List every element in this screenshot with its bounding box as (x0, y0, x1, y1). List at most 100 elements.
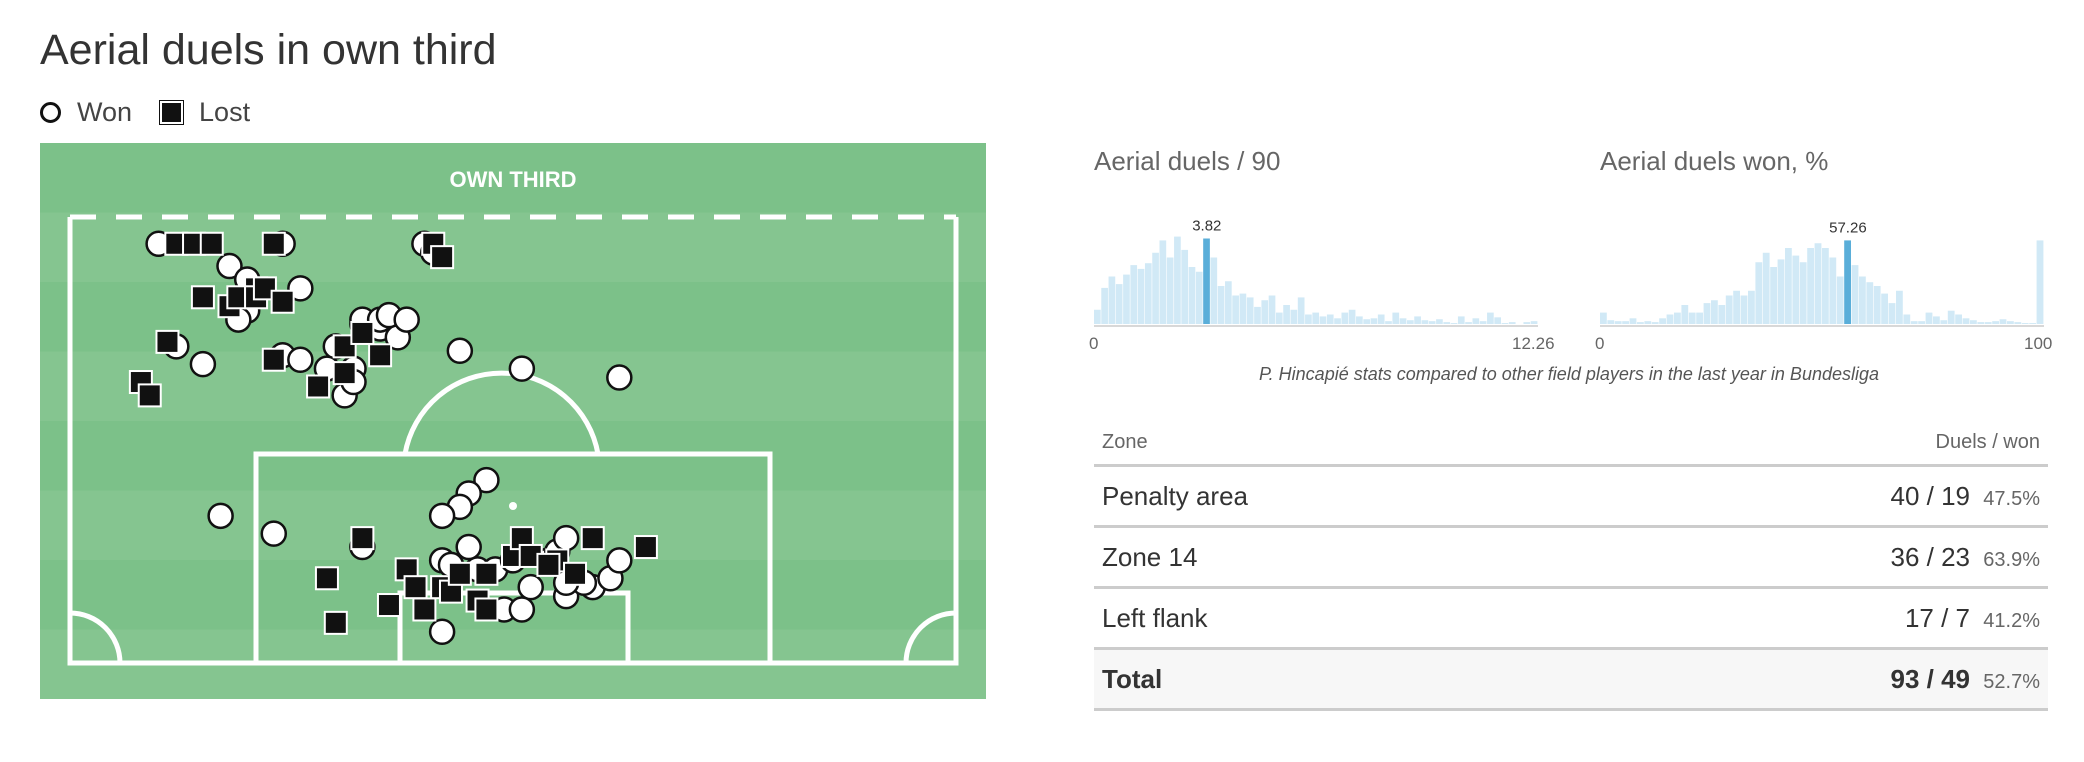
hist-won-pct-bar (1674, 312, 1681, 324)
hist-won-pct-bar (2036, 240, 2044, 324)
hist-won-pct-bar (1770, 267, 1777, 324)
hist-won-pct-bar (2007, 321, 2014, 324)
lost-duel-point (633, 535, 658, 560)
won-duel-point (446, 337, 474, 365)
lost-duel-point (368, 343, 393, 368)
lost-duel-point (306, 374, 331, 399)
hist-won-pct-bar (1851, 265, 1859, 324)
won-duel-point (260, 520, 288, 547)
lost-duel-point (580, 526, 605, 551)
hist-won-pct-bar (1666, 314, 1674, 324)
hist-per90-bar (1159, 240, 1167, 324)
zone-table: Zone Duels / won Penalty area 40 / 19 47.… (1094, 420, 2048, 711)
hist-per90-bar (1530, 321, 1538, 324)
hist-won-pct-bar (1962, 318, 1970, 324)
hist-won-pct-bar (1703, 303, 1711, 324)
won-duel-point (455, 533, 482, 561)
header-zone: Zone (1102, 430, 1148, 453)
hist-won-pct-bar (1918, 321, 1925, 324)
penalty-spot (509, 502, 517, 510)
hist-won-pct-bar (1881, 293, 1888, 324)
hist-won-pct-bar (1896, 290, 1903, 324)
hist-won-pct-bar (1659, 318, 1666, 324)
header-duels: Duels / won (1935, 430, 2041, 453)
hist-per90-bar (1385, 321, 1392, 324)
hist-per90-bar (1348, 309, 1356, 324)
lost-duel-point (412, 597, 437, 622)
hist-per90-bar (1479, 321, 1487, 324)
hist-per90-bar (1356, 316, 1363, 324)
hist-won-pct-bar (1792, 255, 1800, 324)
hist-won-pct-bar (1999, 319, 2007, 324)
hist-won-pct-bar (1607, 320, 1615, 324)
hist-per90-bar (1392, 312, 1400, 324)
lost-square-icon (159, 99, 185, 125)
hist-per90-bar (1399, 318, 1407, 324)
lost-duel-point (474, 597, 499, 622)
hist-won-pct-marker-label: 57.26 (1829, 219, 1867, 236)
hist-won-pct-bar (1600, 312, 1607, 324)
won-duel-point (606, 364, 633, 391)
hist-won-pct-bar (1651, 322, 1659, 324)
lost-duel-point (332, 361, 357, 386)
hist-per90-bar (1101, 287, 1108, 324)
won-duel-point (552, 524, 580, 552)
won-duel-point (216, 252, 243, 280)
won-duel-point (508, 355, 536, 382)
hist-per90-bar (1377, 314, 1385, 324)
hist-per90-bar (1225, 281, 1232, 324)
hist-per90-bar (1487, 312, 1494, 324)
hist-won-pct-bar (2014, 322, 2022, 324)
hist-caption: P. Hincapié stats compared to other fiel… (1258, 364, 1879, 384)
hist-per90-bar (1210, 257, 1218, 324)
hist-per90-bar (1188, 267, 1196, 324)
won-percent: 63.9% (1983, 548, 2040, 571)
chart-title: Aerial duels in own third (40, 26, 497, 74)
hist-won-pct-bar (1614, 321, 1622, 324)
hist-won-pct-bar (1836, 276, 1844, 324)
hist-won-pct-bar (1970, 320, 1977, 324)
hist-per90-bar (1283, 305, 1290, 324)
hist-won-pct-bar (1992, 321, 1999, 324)
hist-per90-bar (1472, 318, 1480, 324)
hist-per90-bar (1297, 297, 1305, 324)
lost-duel-point (314, 566, 339, 591)
hist-won-pct-bar (1807, 248, 1814, 324)
hist-per90-xmax-label: 12.26 (1512, 334, 1555, 353)
won-duel-point (606, 547, 633, 574)
duels-ratio: 17 / 7 (1904, 602, 1970, 633)
hist-per90-bar (1290, 309, 1298, 324)
hist-won-pct-bar (1859, 276, 1866, 324)
hist-won-pct-bar (1873, 286, 1881, 324)
hist-won-pct-bar (1925, 312, 1933, 324)
zone-name: Zone 14 (1102, 541, 1198, 572)
hist-per90-marker-label: 3.82 (1192, 218, 1221, 235)
hist-per90-bar (1370, 318, 1378, 324)
won-circle-icon (40, 101, 61, 123)
hist-per90-bar (1152, 252, 1159, 324)
zone-name: Penalty area (1102, 480, 1248, 511)
hist-won-pct-bar (1814, 243, 1822, 324)
lost-duel-point (137, 383, 162, 408)
legend-label-won: Won (77, 96, 133, 127)
lost-duel-point (430, 245, 455, 270)
hist-won-pct-bar (1866, 282, 1874, 324)
hist-per90-bar (1465, 322, 1472, 324)
hist-won-pct-bar (1755, 262, 1763, 324)
hist-per90-bar (1166, 257, 1174, 324)
pitch-map: OWN THIRD (40, 143, 986, 699)
won-percent: 41.2% (1983, 609, 2040, 632)
hist-won-pct-bar (1940, 320, 1948, 324)
hist-won-pct-bar (1762, 252, 1770, 324)
lost-duel-point (536, 552, 561, 577)
hist-won-pct-bar (1888, 303, 1896, 324)
lost-duel-point (190, 285, 215, 310)
zone-name: Left flank (1102, 602, 1208, 633)
corner-arc-left (69, 610, 123, 664)
lost-duel-point (199, 231, 224, 256)
hist-per90-bar (1312, 312, 1320, 324)
lost-duel-point (447, 561, 472, 586)
hist-won-pct-bar (2029, 323, 2036, 324)
hist-won-pct-bar (1725, 295, 1733, 324)
hist-won-pct-bar (1829, 257, 1837, 324)
